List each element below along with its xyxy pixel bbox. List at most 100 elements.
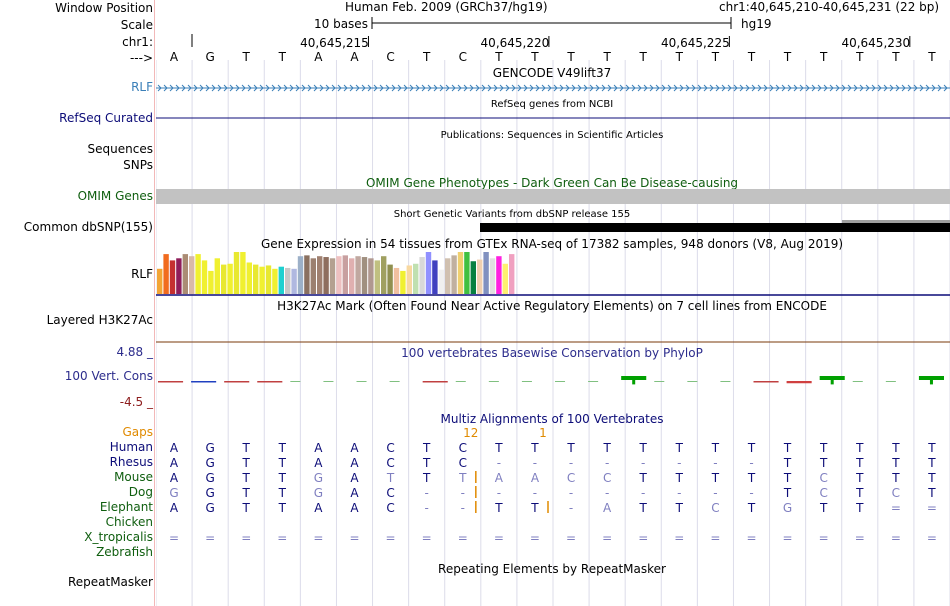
gtex-tissue-bar <box>413 263 419 294</box>
gtex-tissue-bar <box>208 270 214 294</box>
strand-arrow <box>865 84 870 92</box>
scale-text: 10 bases <box>314 17 368 31</box>
strand-arrow <box>631 84 636 92</box>
gtex-tissue-bar <box>278 266 284 294</box>
alignment-base: - <box>425 501 429 515</box>
strand-arrow <box>877 84 882 92</box>
strand-arrow <box>313 84 318 92</box>
strand-arrow <box>769 84 774 92</box>
conservation-bar <box>588 381 599 382</box>
alignment-base: T <box>278 501 287 515</box>
alignment-base: A <box>314 441 323 455</box>
alignment-base: C <box>459 441 467 455</box>
gtex-tissue-bar <box>163 254 169 294</box>
strand-arrow <box>463 84 468 92</box>
strand-arrow <box>679 84 684 92</box>
strand-arrow <box>451 84 456 92</box>
strand-arrow <box>565 84 570 92</box>
alignment-base: A <box>170 471 179 485</box>
repeatmasker-track-label[interactable]: RepeatMasker <box>67 575 153 589</box>
strand-arrow <box>367 84 372 92</box>
gencode-track-label[interactable]: RLF <box>131 80 153 94</box>
strand-arrow <box>661 84 666 92</box>
conservation-bar <box>224 381 250 383</box>
dbsnp-track-title: Short Genetic Variants from dbSNP releas… <box>394 209 631 220</box>
dbsnp-track-label[interactable]: Common dbSNP(155) <box>23 220 153 234</box>
gtex-tissue-bar <box>355 256 361 294</box>
species-label: Dog <box>128 485 153 499</box>
alignment-base: T <box>747 471 756 485</box>
species-label: Rhesus <box>109 455 153 469</box>
strand-arrow <box>247 84 252 92</box>
strand-arrow <box>925 84 930 92</box>
strand-arrow <box>349 84 354 92</box>
alignment-base: - <box>677 456 681 470</box>
gtex-tissue-bar <box>483 252 489 294</box>
gtex-tissue-bar <box>470 261 476 294</box>
alignment-base: - <box>605 486 609 500</box>
strand-arrow <box>739 84 744 92</box>
strand-arrow <box>553 84 558 92</box>
alignment-base: - <box>533 486 537 500</box>
strand-arrow <box>727 84 732 92</box>
strand-arrow <box>331 84 336 92</box>
sequences-track-label[interactable]: Sequences <box>87 142 153 156</box>
strand-arrow <box>805 84 810 92</box>
alignment-base: T <box>855 456 864 470</box>
alignment-base: T <box>566 441 575 455</box>
strand-arrow <box>637 84 642 92</box>
strand-arrow <box>343 84 348 92</box>
sequence-base: T <box>927 50 936 64</box>
gencode-strand-arrows <box>157 84 948 92</box>
strand-arrow <box>607 84 612 92</box>
refseq-track-label[interactable]: RefSeq Curated <box>59 111 153 125</box>
strand-arrow <box>835 84 840 92</box>
alignment-base: = <box>422 531 432 545</box>
alignment-base: T <box>422 456 431 470</box>
alignment-base: A <box>170 441 179 455</box>
conservation-track-label[interactable]: 100 Vert. Cons <box>64 369 153 383</box>
conservation-bar <box>555 381 566 382</box>
alignment-base: A <box>314 456 323 470</box>
conservation-bar <box>654 381 665 382</box>
gtex-tissue-bar <box>349 258 355 294</box>
alignment-base: = <box>458 531 468 545</box>
strand-arrow <box>499 84 504 92</box>
strand-arrow <box>541 84 546 92</box>
coord-tick-label: 40,645,230 <box>841 36 910 50</box>
strand-arrow <box>505 84 510 92</box>
alignment-base: T <box>711 471 720 485</box>
strand-arrow <box>787 84 792 92</box>
strand-arrow <box>559 84 564 92</box>
omim-track-label[interactable]: OMIM Genes <box>77 189 153 203</box>
strand-arrow <box>205 84 210 92</box>
alignment-base: T <box>891 456 900 470</box>
strand-arrow <box>571 84 576 92</box>
alignment-base: = <box>927 531 937 545</box>
strand-arrow <box>715 84 720 92</box>
alignment-base: = <box>891 501 901 515</box>
gtex-tissue-bar <box>432 260 438 294</box>
snps-track-label[interactable]: SNPs <box>123 158 153 172</box>
alignment-base: G <box>205 441 214 455</box>
alignment-base: T <box>242 441 251 455</box>
track-image[interactable]: Human Feb. 2009 (GRCh37/hg19) chr1:40,64… <box>156 0 950 606</box>
gtex-tissue-bar <box>425 252 432 294</box>
h3k27ac-track-label[interactable]: Layered H3K27Ac <box>46 313 153 327</box>
position-text: chr1:40,645,210-40,645,231 (22 bp) <box>719 0 939 14</box>
alignment-base: T <box>278 441 287 455</box>
strand-arrow <box>847 84 852 92</box>
alignment-base: - <box>533 456 537 470</box>
gtex-track-title: Gene Expression in 54 tissues from GTEx … <box>261 237 843 251</box>
alignment-base: T <box>783 471 792 485</box>
alignment-base: A <box>495 471 504 485</box>
alignment-base: A <box>350 441 359 455</box>
gtex-tissue-bar <box>195 254 201 294</box>
strand-arrow <box>517 84 522 92</box>
alignment-base: T <box>494 441 503 455</box>
strand-arrow <box>529 84 534 92</box>
alignment-base: T <box>494 501 503 515</box>
gtex-track-label[interactable]: RLF <box>131 267 153 281</box>
strand-arrow <box>445 84 450 92</box>
alignment-base: = <box>891 531 901 545</box>
